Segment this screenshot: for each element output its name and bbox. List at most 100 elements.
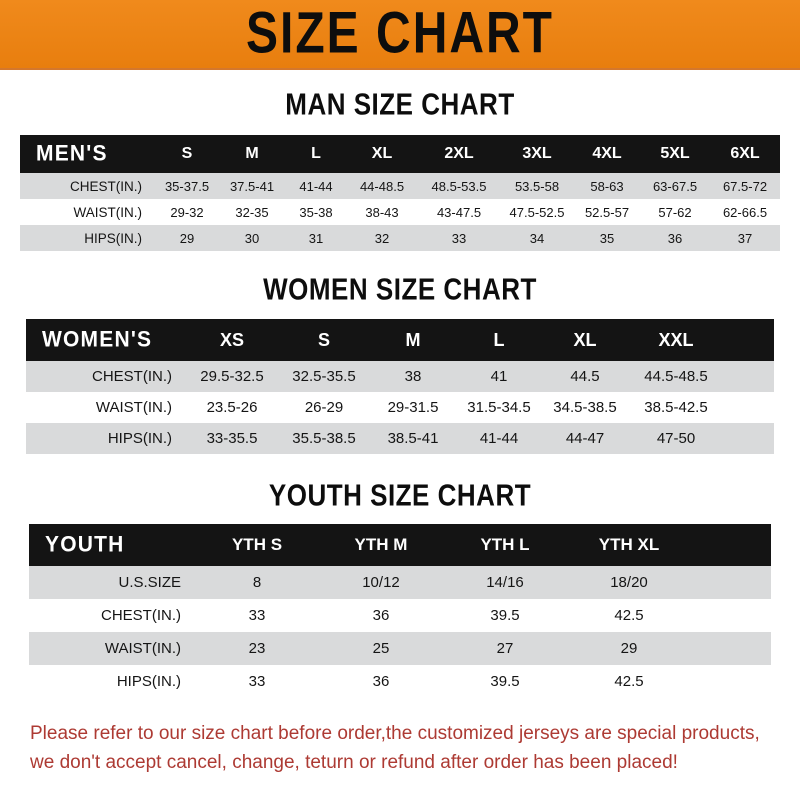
man-row-header-label: MEN'S [36, 141, 108, 166]
youth-cell-3-1: 36 [319, 665, 443, 698]
youth-size-table: YOUTH YTH S YTH M YTH L YTH XL U.S.SIZE … [29, 524, 771, 698]
women-cell-1-0: 23.5-26 [186, 392, 278, 423]
youth-cell-0-4 [691, 566, 771, 599]
women-col-header-1: S [317, 329, 330, 350]
man-cell-0-3: 44-48.5 [346, 173, 418, 199]
table-header-row: WOMEN'S XS S M L XL XXL [26, 319, 774, 361]
women-cell-0-0: 29.5-32.5 [186, 361, 278, 392]
youth-col-header-0: YTH S [231, 535, 283, 554]
man-cell-1-0: 29-32 [156, 199, 218, 225]
youth-cell-2-1: 25 [319, 632, 443, 665]
women-cell-2-6 [724, 423, 774, 454]
youth-cell-3-4 [691, 665, 771, 698]
man-col-header-2: L [311, 145, 321, 162]
disclaimer-line-1: Please refer to our size chart before or… [30, 723, 760, 744]
table-row: CHEST(IN.) 29.5-32.5 32.5-35.5 38 41 44.… [26, 361, 774, 392]
youth-cell-3-2: 39.5 [443, 665, 567, 698]
man-section-title: MAN SIZE CHART [285, 86, 515, 122]
table-row: HIPS(IN.) 33-35.5 35.5-38.5 38.5-41 41-4… [26, 423, 774, 454]
disclaimer-line-2: we don't accept cancel, change, teturn o… [30, 751, 678, 773]
table-row: CHEST(IN.) 33 36 39.5 42.5 [29, 599, 771, 632]
women-col-header-5: XXL [658, 329, 694, 350]
youth-cell-0-3: 18/20 [567, 566, 691, 599]
man-cell-2-2: 31 [286, 225, 346, 251]
women-row-label-1: WAIST(IN.) [26, 392, 186, 423]
page-title: SIZE CHART [246, 1, 554, 66]
women-cell-1-2: 29-31.5 [370, 392, 456, 423]
table-row: WAIST(IN.) 23.5-26 26-29 29-31.5 31.5-34… [26, 392, 774, 423]
man-row-label-1: WAIST(IN.) [20, 199, 156, 225]
table-row: HIPS(IN.) 33 36 39.5 42.5 [29, 665, 771, 698]
women-col-header-3: L [493, 329, 505, 350]
man-cell-0-0: 35-37.5 [156, 173, 218, 199]
man-cell-2-1: 30 [218, 225, 286, 251]
table-row: HIPS(IN.) 29 30 31 32 33 34 35 36 37 [20, 225, 780, 251]
man-cell-2-4: 33 [418, 225, 500, 251]
man-col-header-5: 3XL [522, 145, 552, 162]
youth-col-header-1: YTH M [354, 535, 408, 554]
man-size-table: MEN'S S M L XL 2XL 3XL 4XL 5XL 6XL CHEST… [20, 135, 780, 251]
women-row-header-label: WOMEN'S [42, 327, 153, 352]
women-section-title: WOMEN SIZE CHART [263, 271, 537, 307]
women-cell-2-3: 41-44 [456, 423, 542, 454]
man-cell-0-4: 48.5-53.5 [418, 173, 500, 199]
man-cell-0-7: 63-67.5 [640, 173, 710, 199]
man-col-header-3: XL [371, 145, 393, 162]
women-cell-0-2: 38 [370, 361, 456, 392]
youth-col-header-3: YTH XL [598, 535, 660, 554]
youth-cell-2-0: 23 [195, 632, 319, 665]
man-col-header-7: 5XL [660, 145, 690, 162]
man-cell-1-1: 32-35 [218, 199, 286, 225]
youth-cell-1-1: 36 [319, 599, 443, 632]
youth-row-label-2: WAIST(IN.) [29, 632, 195, 665]
man-cell-0-2: 41-44 [286, 173, 346, 199]
man-cell-2-3: 32 [346, 225, 418, 251]
youth-row-label-1: CHEST(IN.) [29, 599, 195, 632]
man-col-header-6: 4XL [592, 145, 622, 162]
women-cell-2-0: 33-35.5 [186, 423, 278, 454]
youth-cell-3-0: 33 [195, 665, 319, 698]
women-col-header-0: XS [219, 329, 244, 350]
youth-row-label-3: HIPS(IN.) [29, 665, 195, 698]
youth-cell-0-1: 10/12 [319, 566, 443, 599]
youth-cell-2-4 [691, 632, 771, 665]
women-cell-0-4: 44.5 [542, 361, 628, 392]
youth-cell-1-0: 33 [195, 599, 319, 632]
man-cell-1-2: 35-38 [286, 199, 346, 225]
man-cell-1-4: 43-47.5 [418, 199, 500, 225]
table-row: CHEST(IN.) 35-37.5 37.5-41 41-44 44-48.5… [20, 173, 780, 199]
man-cell-2-0: 29 [156, 225, 218, 251]
women-cell-1-3: 31.5-34.5 [456, 392, 542, 423]
man-row-label-0: CHEST(IN.) [20, 173, 156, 199]
women-cell-2-1: 35.5-38.5 [278, 423, 370, 454]
women-row-label-0: CHEST(IN.) [26, 361, 186, 392]
man-cell-1-6: 52.5-57 [574, 199, 640, 225]
women-col-header-2: M [405, 329, 421, 350]
women-cell-1-4: 34.5-38.5 [542, 392, 628, 423]
youth-cell-2-3: 29 [567, 632, 691, 665]
youth-cell-1-2: 39.5 [443, 599, 567, 632]
man-cell-0-8: 67.5-72 [710, 173, 780, 199]
youth-cell-1-3: 42.5 [567, 599, 691, 632]
women-cell-0-3: 41 [456, 361, 542, 392]
youth-row-header-label: YOUTH [45, 532, 125, 557]
man-cell-1-7: 57-62 [640, 199, 710, 225]
women-col-header-4: XL [573, 329, 597, 350]
youth-cell-1-4 [691, 599, 771, 632]
page-banner: SIZE CHART [0, 0, 800, 70]
youth-section-title: YOUTH SIZE CHART [268, 477, 532, 513]
table-header-row: MEN'S S M L XL 2XL 3XL 4XL 5XL 6XL [20, 135, 780, 173]
man-cell-2-5: 34 [500, 225, 574, 251]
women-cell-0-1: 32.5-35.5 [278, 361, 370, 392]
man-cell-0-6: 58-63 [574, 173, 640, 199]
youth-cell-3-3: 42.5 [567, 665, 691, 698]
youth-cell-0-2: 14/16 [443, 566, 567, 599]
table-row: WAIST(IN.) 29-32 32-35 35-38 38-43 43-47… [20, 199, 780, 225]
man-col-header-1: M [245, 145, 259, 162]
man-cell-1-8: 62-66.5 [710, 199, 780, 225]
women-cell-0-5: 44.5-48.5 [628, 361, 724, 392]
women-cell-2-4: 44-47 [542, 423, 628, 454]
youth-row-label-0: U.S.SIZE [29, 566, 195, 599]
women-cell-1-1: 26-29 [278, 392, 370, 423]
table-row: WAIST(IN.) 23 25 27 29 [29, 632, 771, 665]
